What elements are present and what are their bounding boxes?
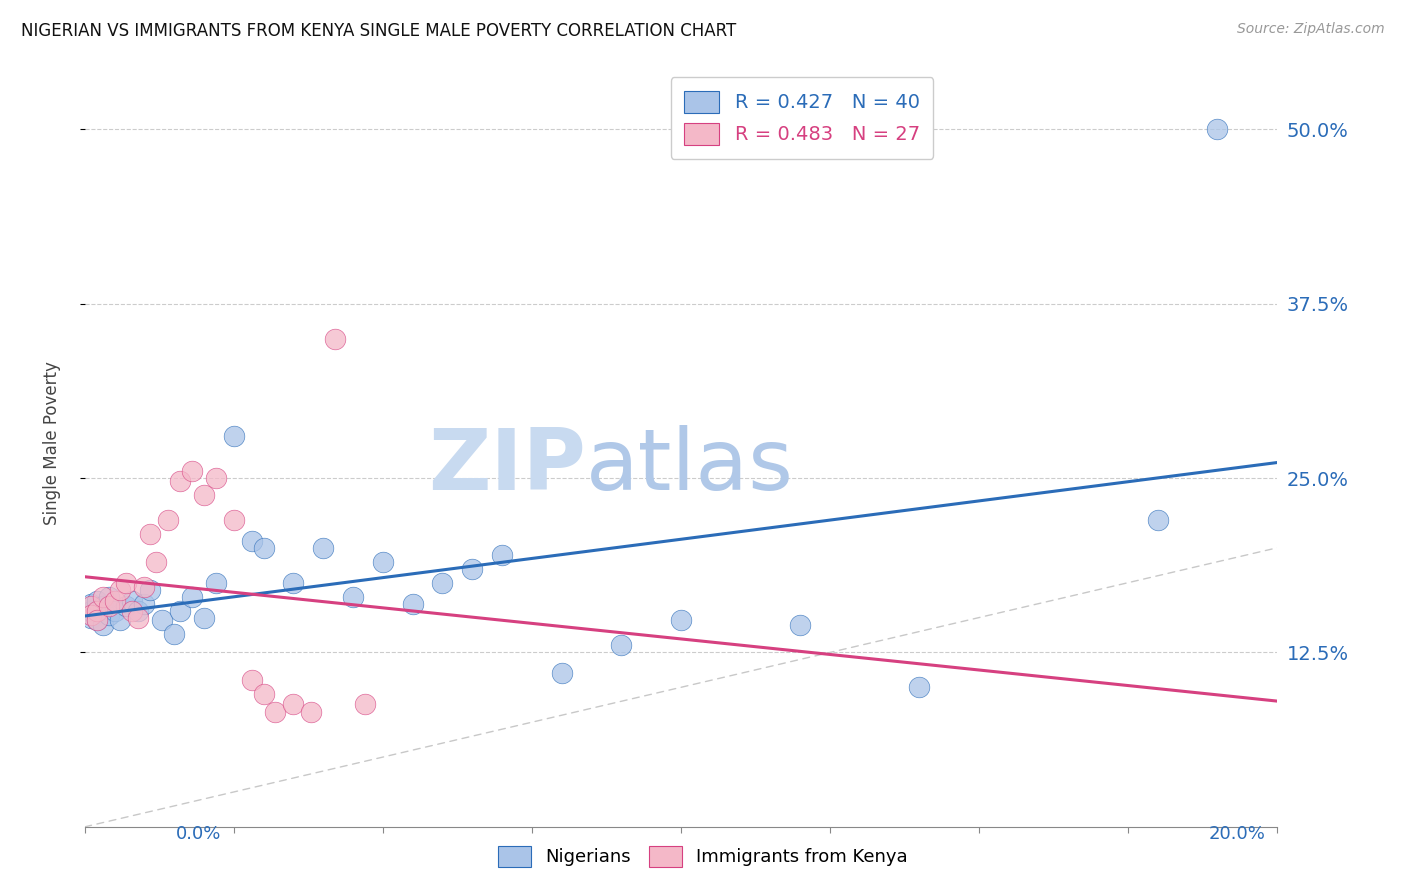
Point [91,599,114,614]
Point [461,562,484,576]
Point [299,706,322,720]
Point [323,332,346,346]
Point [181,590,204,604]
Point [342,590,364,604]
Text: 20.0%: 20.0% [1209,825,1265,843]
Point [252,541,274,555]
Point [401,597,423,611]
Point [181,464,204,478]
Point [908,681,931,695]
Point [222,429,245,443]
Y-axis label: Single Male Poverty: Single Male Poverty [44,361,60,525]
Point [205,575,228,590]
Point [669,613,692,627]
Point [240,673,263,688]
Point [97,607,120,622]
Point [610,639,633,653]
Point [91,617,114,632]
Point [110,582,132,597]
Point [115,575,138,590]
Point [550,666,572,681]
Legend: R = 0.427   N = 40, R = 0.483   N = 27: R = 0.427 N = 40, R = 0.483 N = 27 [671,77,934,159]
Text: 0.0%: 0.0% [176,825,221,843]
Point [157,513,180,527]
Point [139,527,162,541]
Point [134,597,156,611]
Point [789,617,811,632]
Point [205,471,228,485]
Text: Source: ZipAtlas.com: Source: ZipAtlas.com [1237,22,1385,37]
Point [103,594,125,608]
Point [80,597,103,611]
Point [193,610,215,624]
Point [115,599,138,614]
Point [80,607,103,622]
Point [491,548,513,562]
Point [283,697,305,711]
Point [97,599,120,614]
Text: ZIP: ZIP [427,425,585,508]
Point [283,575,305,590]
Point [240,533,263,548]
Point [110,613,132,627]
Point [1206,122,1229,136]
Point [150,613,173,627]
Point [121,594,143,608]
Point [1146,513,1168,527]
Point [80,599,103,614]
Point [91,590,114,604]
Point [312,541,335,555]
Point [80,604,103,618]
Legend: Nigerians, Immigrants from Kenya: Nigerians, Immigrants from Kenya [491,838,915,874]
Point [134,580,156,594]
Point [354,697,377,711]
Point [169,474,191,488]
Point [80,610,103,624]
Point [97,590,120,604]
Point [145,555,167,569]
Point [127,610,149,624]
Point [432,575,454,590]
Point [103,604,125,618]
Point [139,582,162,597]
Point [86,613,108,627]
Text: atlas: atlas [585,425,793,508]
Point [121,604,143,618]
Point [163,627,186,641]
Point [86,594,108,608]
Point [169,604,191,618]
Point [86,613,108,627]
Point [193,488,215,502]
Text: NIGERIAN VS IMMIGRANTS FROM KENYA SINGLE MALE POVERTY CORRELATION CHART: NIGERIAN VS IMMIGRANTS FROM KENYA SINGLE… [21,22,737,40]
Point [127,604,149,618]
Point [371,555,394,569]
Point [252,687,274,701]
Point [264,706,287,720]
Point [222,513,245,527]
Point [86,604,108,618]
